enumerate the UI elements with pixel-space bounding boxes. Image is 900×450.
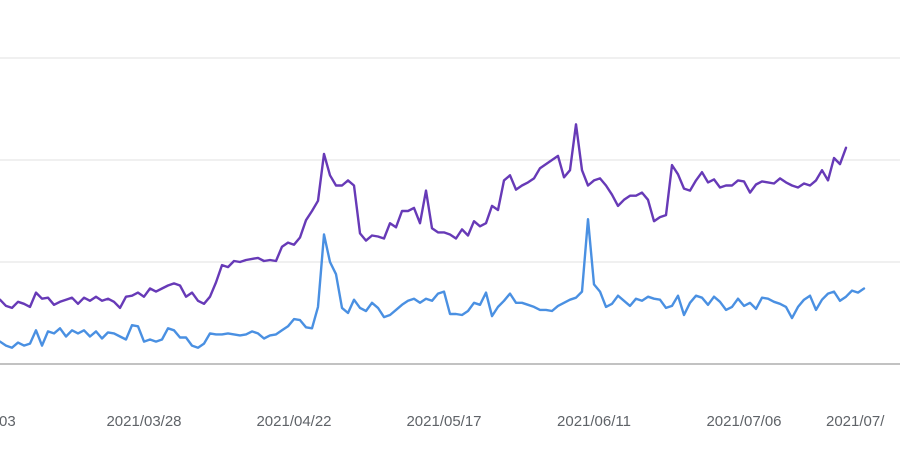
x-tick-label: 2021/06/11 [557,413,631,430]
x-tick-label: 2021/04/22 [256,413,331,430]
x-tick-label: 2021/05/17 [406,413,481,430]
gridlines [0,57,900,263]
series-line-2 [0,217,866,349]
x-tick-label: 03 [0,413,16,430]
series-lines [0,123,866,349]
x-tick-label: 2021/07/06 [706,413,781,430]
x-axis-tick-labels: 03 2021/03/28 2021/04/22 2021/05/17 2021/06/… [0,413,885,430]
x-tick-label: 2021/03/28 [106,413,181,430]
series-line-1 [0,123,848,310]
x-tick-label: 2021/07/ [826,413,885,430]
